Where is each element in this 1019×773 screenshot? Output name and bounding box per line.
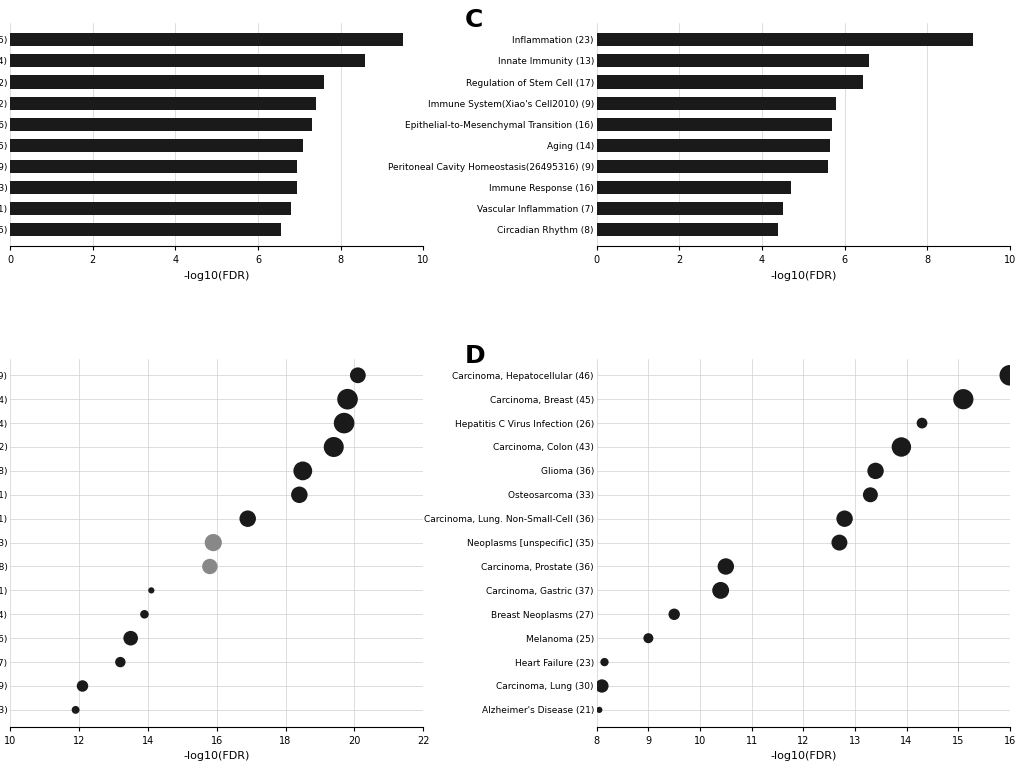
X-axis label: -log10(FDR): -log10(FDR) — [183, 751, 250, 761]
Point — [596, 656, 612, 669]
Point — [640, 632, 656, 645]
Bar — [596, 97, 836, 110]
Point — [205, 536, 221, 549]
Point — [712, 584, 729, 597]
Bar — [10, 223, 280, 236]
Bar — [10, 181, 297, 194]
Bar — [596, 223, 777, 236]
Bar — [10, 76, 324, 89]
Point — [290, 489, 307, 501]
Point — [122, 632, 139, 645]
Bar — [596, 138, 829, 152]
Bar — [596, 54, 868, 67]
Point — [137, 608, 153, 621]
Bar — [596, 202, 782, 215]
Point — [913, 417, 929, 429]
Bar — [10, 160, 297, 173]
Bar — [596, 181, 790, 194]
Point — [112, 656, 128, 669]
Point — [665, 608, 682, 621]
Point — [893, 441, 909, 453]
Point — [861, 489, 877, 501]
Point — [67, 703, 84, 716]
Point — [954, 393, 970, 405]
Point — [335, 417, 352, 429]
Bar — [10, 117, 312, 131]
Bar — [10, 138, 304, 152]
Bar — [596, 117, 832, 131]
Point — [591, 703, 607, 716]
Point — [830, 536, 847, 549]
Point — [339, 393, 356, 405]
Point — [1001, 369, 1017, 382]
X-axis label: -log10(FDR): -log10(FDR) — [769, 751, 836, 761]
Text: D: D — [464, 344, 485, 368]
Bar — [596, 76, 862, 89]
Bar — [596, 33, 972, 46]
Bar — [10, 54, 365, 67]
Point — [202, 560, 218, 573]
Point — [143, 584, 159, 597]
Point — [74, 679, 91, 692]
X-axis label: -log10(FDR): -log10(FDR) — [183, 271, 250, 281]
Point — [717, 560, 734, 573]
Bar — [596, 160, 827, 173]
Bar — [10, 202, 290, 215]
Point — [239, 512, 256, 525]
Point — [593, 679, 609, 692]
Bar — [10, 97, 316, 110]
Point — [325, 441, 341, 453]
Bar — [10, 33, 403, 46]
Point — [836, 512, 852, 525]
X-axis label: -log10(FDR): -log10(FDR) — [769, 271, 836, 281]
Point — [866, 465, 882, 477]
Point — [294, 465, 311, 477]
Text: C: C — [464, 8, 482, 32]
Point — [350, 369, 366, 382]
